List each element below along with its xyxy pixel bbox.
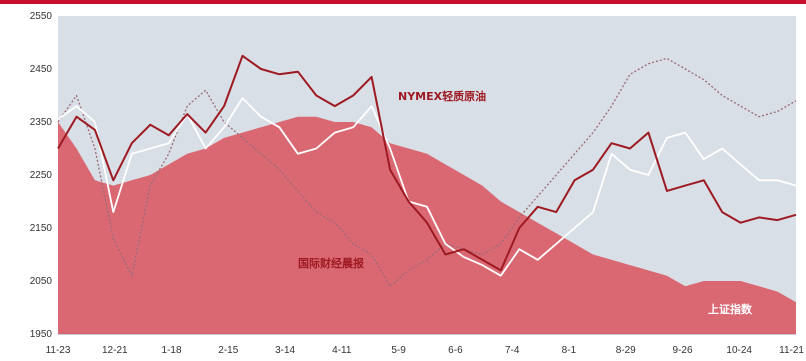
x-tick-label: 11-21 [779, 345, 804, 356]
x-tick-label: 9-26 [672, 345, 692, 356]
y-tick-label: 2050 [30, 276, 53, 287]
x-tick-label: 5-9 [391, 345, 406, 356]
top-accent-bar [0, 0, 806, 4]
x-tick-label: 8-1 [562, 345, 577, 356]
x-tick-label: 3-14 [275, 345, 295, 356]
series-line-nymex [57, 54, 797, 272]
x-tick-label: 6-6 [448, 345, 463, 356]
series-label-area: 上证指数 [708, 302, 753, 316]
y-tick-label: 2550 [30, 11, 53, 22]
x-tick-label: 4-11 [332, 345, 352, 356]
y-tick-label: 2150 [30, 223, 53, 234]
series-label-nymex: NYMEX轻质原油 [398, 89, 486, 103]
x-tick-label: 10-24 [726, 345, 752, 356]
series-area-shanghai [58, 116, 796, 334]
y-tick-label: 2250 [30, 170, 53, 181]
series-label-dotted: 国际财经晨报 [298, 256, 365, 270]
y-tick-label: 2450 [30, 64, 53, 75]
x-tick-label: 7-4 [505, 345, 520, 356]
x-tick-label: 12-21 [102, 345, 128, 356]
series-line-white [57, 97, 797, 277]
y-tick-label: 1950 [30, 329, 53, 340]
x-tick-label: 2-15 [218, 345, 238, 356]
x-tick-label: 11-23 [46, 345, 71, 356]
x-tick-label: 1-18 [161, 345, 181, 356]
x-tick-label: 8-29 [616, 345, 636, 356]
y-tick-label: 2350 [30, 117, 53, 128]
